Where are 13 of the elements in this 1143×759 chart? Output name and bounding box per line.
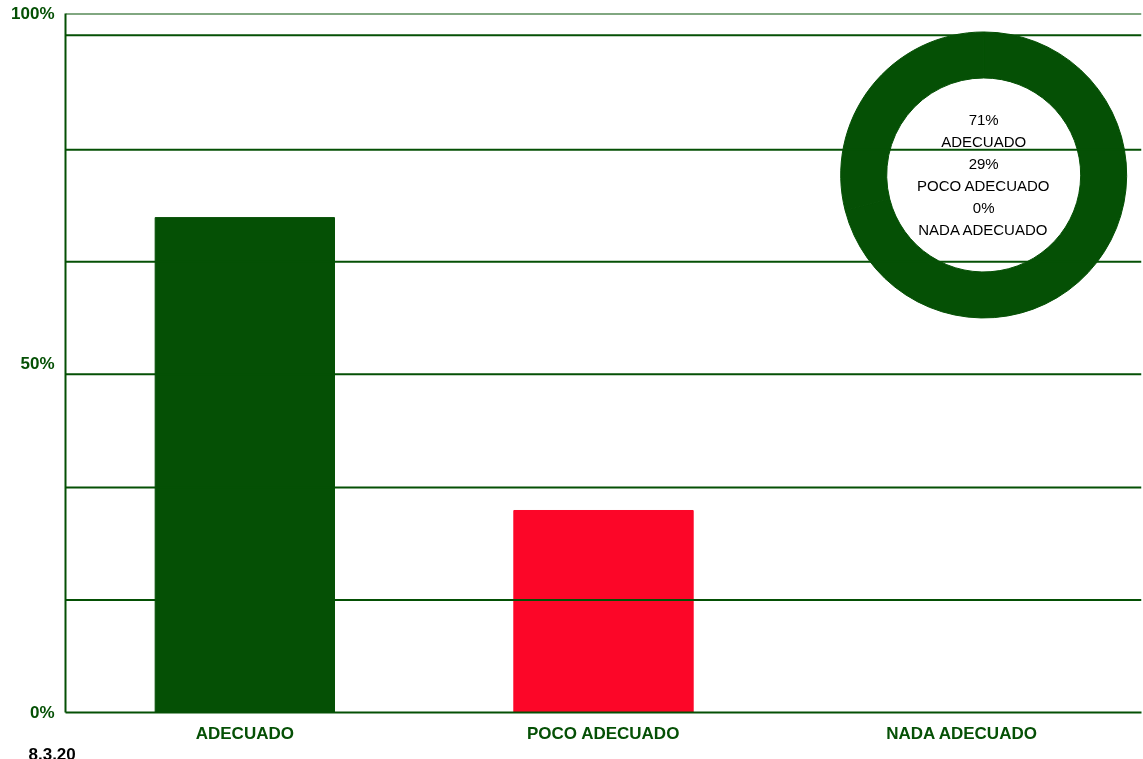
- data-label: 29%: [968, 155, 999, 173]
- slice-label: ADECUADO: [941, 133, 1027, 151]
- category-label: NADA ADECUADO: [918, 221, 1048, 239]
- x-tick-label: NADA ADECUADO: [886, 723, 1037, 743]
- data-label: 71%: [968, 111, 999, 129]
- y-tick-label: 100%: [11, 4, 55, 23]
- x-tick-label: POCO ADECUADO: [527, 723, 680, 743]
- text: 0%: [972, 199, 995, 217]
- x-tick-label: ADECUADO: [195, 723, 294, 743]
- text: 8.3.20: [28, 744, 76, 759]
- y-tick-label: 0%: [29, 703, 55, 722]
- slice-label: POCO ADECUADO: [917, 177, 1050, 195]
- y-tick-label: 50%: [20, 353, 55, 373]
